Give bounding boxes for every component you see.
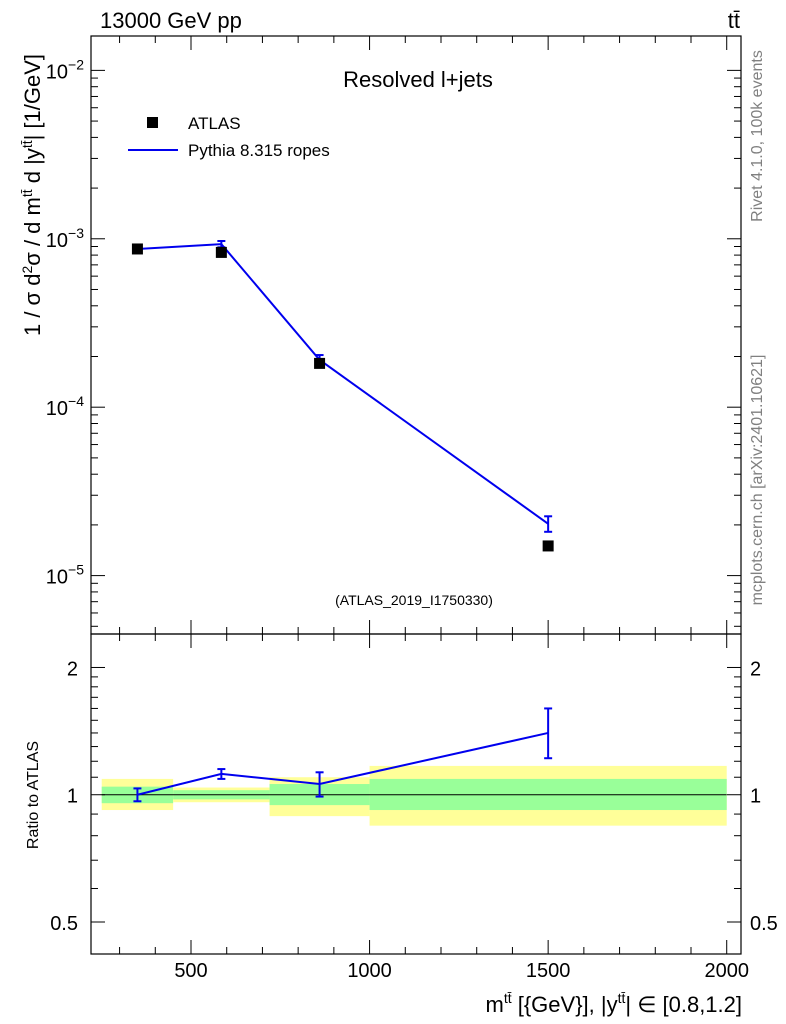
ratio-ylabel: Ratio to ATLAS	[25, 741, 42, 849]
ratio-axis-ticks: 2 2 1 1 0.5 0.5 500 1000 1500 2000	[50, 634, 778, 982]
ratio-y-tick-label: 2	[67, 658, 78, 680]
ratio-panel-frame	[90, 633, 742, 955]
main-y-tick-label: 10−5	[46, 562, 84, 589]
legend-label-atlas: ATLAS	[188, 114, 241, 133]
x-tick-label: 500	[174, 960, 207, 982]
ratio-uncertainty-bands	[101, 765, 727, 826]
pythia-line	[137, 243, 549, 525]
main-y-tick-label: 10−2	[46, 56, 84, 83]
main-y-tick-label: 10−3	[46, 225, 84, 252]
legend: ATLAS Pythia 8.315 ropes	[128, 114, 330, 160]
legend-label-pythia: Pythia 8.315 ropes	[188, 141, 330, 160]
x-axis-label: mtt̄ [{GeV}], |ytt̄| ∈ [0.8,1.2]	[486, 990, 743, 1017]
ratio-y-tick-label-right: 1	[750, 786, 761, 808]
x-tick-label: 2000	[704, 960, 749, 982]
process-label: tt̄	[728, 8, 740, 33]
main-y-tick-label: 10−4	[46, 393, 84, 420]
atlas-data-point	[131, 243, 143, 255]
atlas-data-point	[215, 246, 227, 258]
main-axis-ticks: 10−2 10−3 10−4 10−5	[46, 36, 741, 634]
rivet-version-label: Rivet 4.1.0, 100k events	[749, 50, 766, 222]
ratio-pythia-line	[137, 731, 549, 796]
legend-marker-atlas	[147, 117, 158, 128]
x-tick-label: 1000	[347, 960, 392, 982]
ratio-y-tick-label: 1	[67, 786, 78, 808]
main-title: Resolved l+jets	[343, 67, 493, 92]
ratio-y-tick-label-right: 2	[750, 658, 761, 680]
atlas-data-point	[314, 357, 326, 369]
mcplots-source-label: mcplots.cern.ch [arXiv:2401.10621]	[749, 355, 766, 606]
ratio-plot-marks	[101, 707, 727, 803]
analysis-watermark: (ATLAS_2019_I1750330)	[335, 592, 493, 608]
ratio-y-tick-label-right: 0.5	[750, 913, 778, 935]
atlas-data-point	[542, 540, 554, 552]
ratio-y-tick-label: 0.5	[50, 913, 78, 935]
main-ylabel: 1 / σ d2σ / d mtt̄ d |ytt̄| [1/GeV]	[19, 54, 45, 336]
main-plot-marks	[131, 240, 554, 552]
energy-label: 13000 GeV pp	[100, 8, 242, 33]
x-tick-label: 1500	[526, 960, 571, 982]
